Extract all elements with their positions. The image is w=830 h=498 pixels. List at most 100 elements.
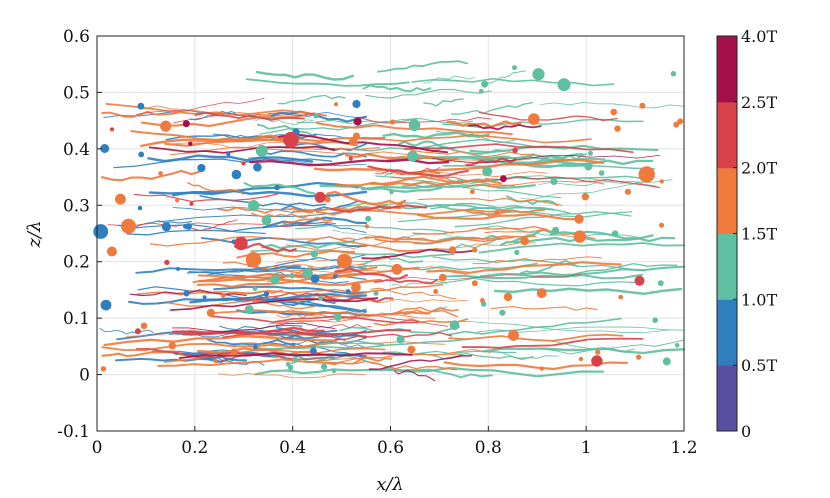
trajectory-line	[275, 315, 449, 327]
particle-marker	[288, 364, 294, 371]
particle-marker	[234, 236, 248, 251]
particle-marker	[536, 288, 547, 299]
particle-marker	[539, 366, 544, 371]
trajectory-line	[461, 337, 644, 349]
particle-marker	[636, 354, 642, 360]
trajectory-line	[281, 200, 367, 213]
trajectory-line	[285, 239, 399, 251]
particle-marker	[614, 125, 621, 132]
trajectory-line	[519, 260, 578, 275]
trajectory-line	[354, 360, 458, 371]
particle-marker	[618, 294, 623, 300]
particle-marker	[469, 133, 474, 138]
particle-marker	[255, 144, 268, 157]
particle-marker	[673, 121, 680, 128]
trajectory-line	[451, 102, 533, 115]
trajectory-line	[314, 292, 394, 303]
trajectory-line	[243, 182, 316, 195]
particle-marker	[248, 200, 260, 212]
trajectory-line	[149, 236, 320, 247]
trajectory-line	[255, 70, 355, 81]
trajectory-line	[101, 342, 320, 352]
trajectory-line	[277, 94, 346, 105]
trajectory-line	[416, 212, 583, 221]
trajectory-line	[163, 347, 386, 363]
particle-marker	[557, 78, 571, 92]
particle-marker	[230, 348, 238, 356]
trajectory-line	[426, 261, 622, 275]
particle-marker	[320, 363, 328, 370]
trajectory-line	[130, 130, 358, 147]
trajectory-line	[418, 197, 563, 206]
particle-marker	[137, 102, 145, 110]
particle-marker	[185, 223, 193, 230]
trajectory-line	[468, 124, 542, 131]
particle-marker	[598, 170, 605, 176]
particle-marker	[639, 102, 646, 109]
trajectory-line	[191, 219, 238, 232]
particle-marker	[241, 161, 246, 166]
trajectory-line	[360, 183, 536, 191]
particle-marker	[638, 166, 655, 183]
trajectory-layer	[99, 60, 686, 382]
trajectory-line	[306, 236, 423, 252]
trajectory-line	[434, 238, 505, 251]
particle-marker	[595, 349, 601, 355]
particle-marker	[573, 230, 586, 243]
particle-marker	[508, 329, 519, 341]
particle-marker	[302, 268, 313, 279]
trajectory-line	[394, 273, 582, 281]
trajectory-line	[213, 285, 367, 295]
trajectory-line	[478, 242, 685, 254]
particle-marker	[106, 246, 117, 257]
trajectory-line	[377, 60, 468, 73]
particle-marker	[197, 163, 206, 173]
particle-marker	[188, 141, 193, 146]
trajectory-line	[248, 156, 367, 167]
particle-marker	[324, 196, 331, 203]
trajectory-line	[171, 322, 336, 333]
particle-marker	[528, 113, 540, 125]
particle-marker	[158, 171, 163, 176]
particle-marker	[245, 252, 262, 268]
particle-marker	[482, 166, 493, 177]
particle-marker	[252, 286, 258, 292]
trajectory-line	[448, 333, 624, 342]
trajectory-line	[367, 165, 469, 178]
particle-marker	[140, 322, 148, 330]
particle-marker	[274, 184, 280, 191]
trajectory-line	[173, 112, 316, 124]
particle-marker	[480, 298, 485, 303]
particle-marker	[574, 214, 584, 224]
particle-marker	[352, 99, 361, 109]
trajectory-line	[276, 312, 329, 319]
particle-marker	[175, 198, 180, 203]
particle-marker	[121, 218, 136, 234]
particle-marker	[182, 120, 190, 128]
particle-marker	[334, 313, 342, 321]
particle-marker	[353, 117, 362, 126]
particle-marker	[391, 263, 403, 275]
particle-marker	[448, 246, 457, 254]
trajectory-line	[198, 277, 382, 286]
particle-marker	[289, 272, 295, 279]
trajectory-line	[339, 326, 461, 334]
trajectory-line	[329, 204, 428, 213]
particle-marker	[220, 293, 226, 298]
trajectory-line	[465, 157, 517, 167]
colorbar-tick-label: 1.0T	[741, 290, 777, 309]
trajectory-line	[362, 84, 432, 93]
trajectory-line	[140, 134, 286, 148]
trajectory-line	[133, 193, 279, 203]
trajectory-line	[469, 144, 659, 154]
y-tick-label: 0.5	[63, 83, 90, 103]
trajectory-line	[268, 313, 436, 325]
particle-marker	[253, 344, 258, 350]
particle-marker	[674, 343, 680, 348]
particle-marker	[332, 274, 338, 279]
y-tick-label: 0	[79, 366, 90, 386]
particle-marker	[137, 205, 143, 211]
trajectory-line	[360, 117, 492, 124]
particle-marker	[470, 189, 475, 195]
particle-marker	[481, 80, 489, 88]
